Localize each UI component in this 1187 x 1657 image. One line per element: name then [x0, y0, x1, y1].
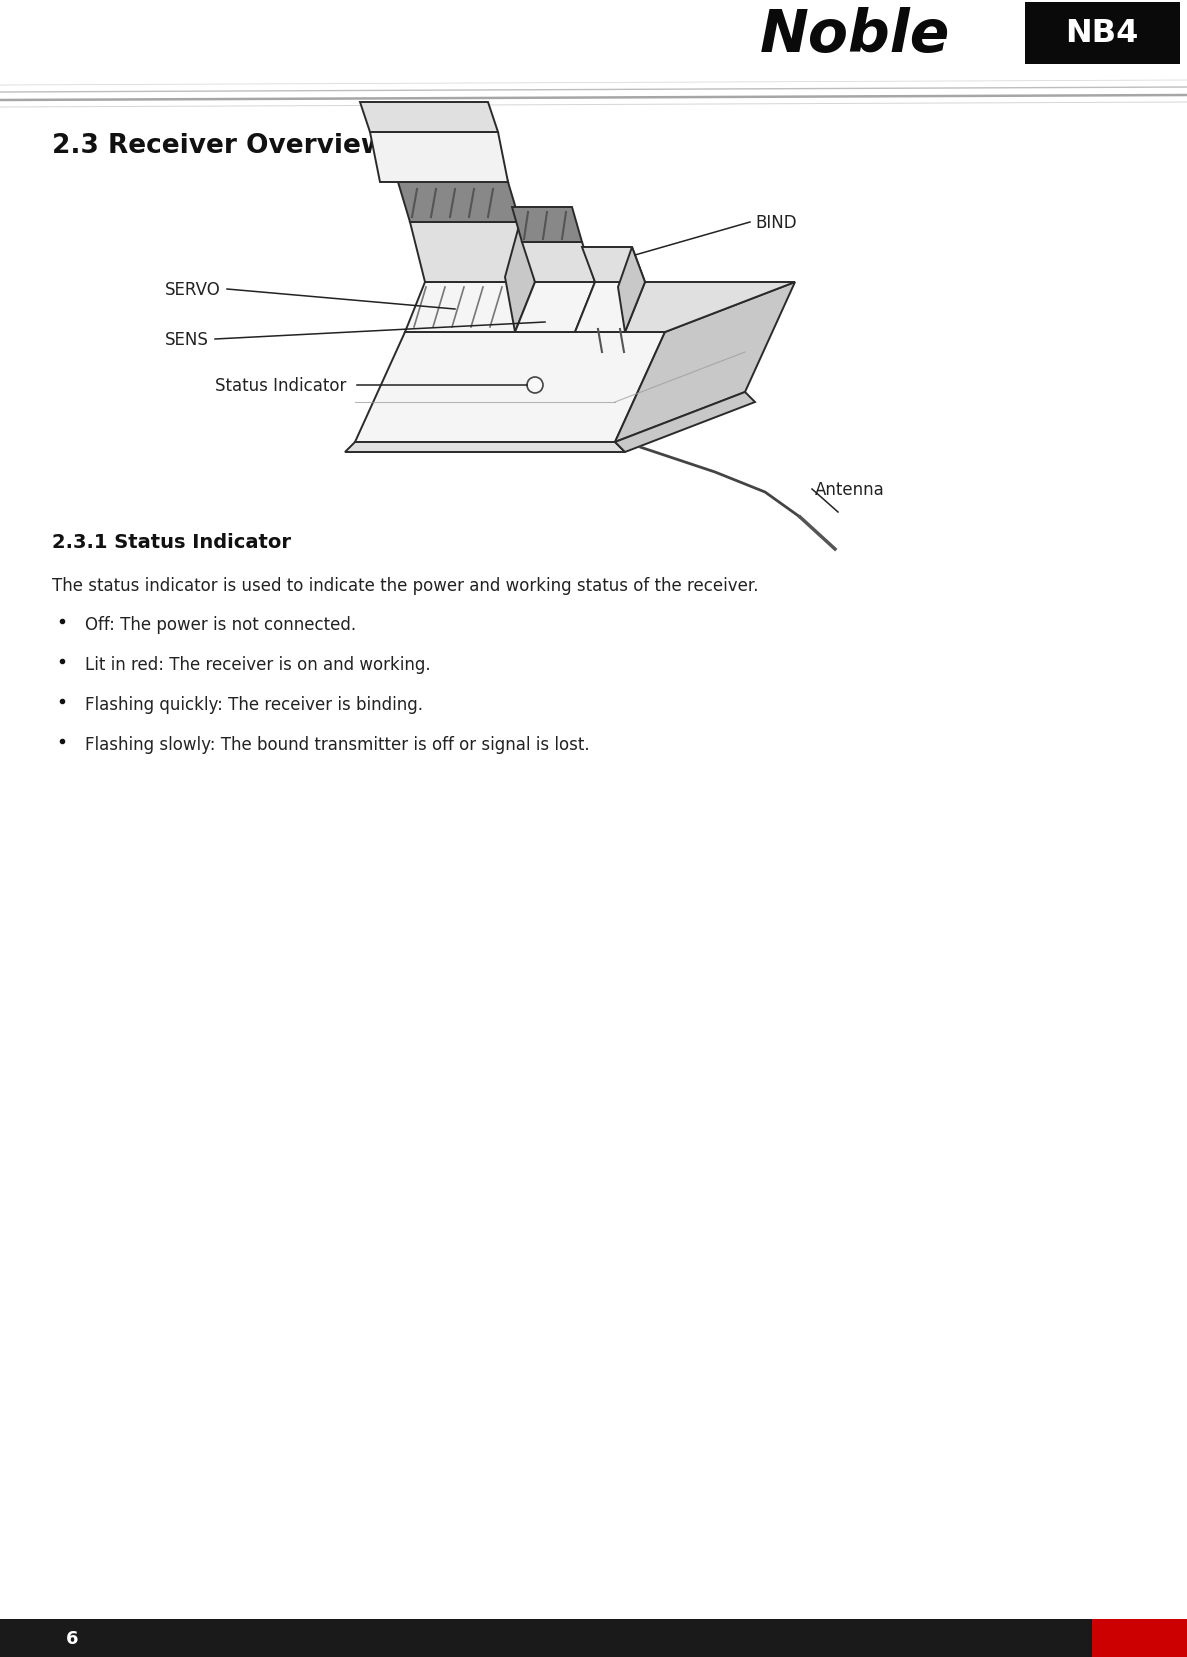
Text: Noble: Noble [760, 8, 951, 65]
Polygon shape [398, 182, 520, 222]
Polygon shape [345, 442, 626, 452]
Polygon shape [370, 133, 508, 182]
Polygon shape [405, 283, 795, 333]
Polygon shape [582, 249, 645, 283]
Polygon shape [360, 103, 499, 133]
Text: 6: 6 [65, 1629, 78, 1647]
Text: Flashing slowly: The bound transmitter is off or signal is lost.: Flashing slowly: The bound transmitter i… [85, 736, 590, 754]
Polygon shape [405, 283, 535, 333]
Text: Antenna: Antenna [815, 481, 884, 499]
Text: Flashing quickly: The receiver is binding.: Flashing quickly: The receiver is bindin… [85, 696, 423, 714]
Text: 2.3 Receiver Overview: 2.3 Receiver Overview [52, 133, 386, 159]
Text: SERVO: SERVO [165, 280, 221, 298]
Polygon shape [388, 152, 508, 182]
Polygon shape [575, 283, 645, 333]
Polygon shape [410, 222, 535, 283]
Polygon shape [515, 283, 595, 333]
Circle shape [527, 378, 542, 394]
Polygon shape [355, 333, 665, 442]
Text: 2.3.1 Status Indicator: 2.3.1 Status Indicator [52, 534, 291, 552]
Bar [1026, 3, 1180, 65]
Polygon shape [615, 393, 755, 452]
Text: Status Indicator: Status Indicator [215, 376, 347, 394]
Text: SENS: SENS [165, 331, 209, 348]
Polygon shape [512, 207, 582, 244]
Polygon shape [615, 283, 795, 442]
Text: BIND: BIND [755, 214, 796, 232]
Bar [1092, 1619, 1187, 1657]
Bar [0, 1619, 1187, 1657]
Text: NB4: NB4 [1065, 18, 1138, 50]
Polygon shape [522, 244, 595, 283]
Text: The status indicator is used to indicate the power and working status of the rec: The status indicator is used to indicate… [52, 577, 758, 595]
Polygon shape [504, 222, 535, 333]
Text: Off: The power is not connected.: Off: The power is not connected. [85, 616, 356, 633]
Text: Lit in red: The receiver is on and working.: Lit in red: The receiver is on and worki… [85, 656, 431, 674]
Polygon shape [618, 249, 645, 333]
